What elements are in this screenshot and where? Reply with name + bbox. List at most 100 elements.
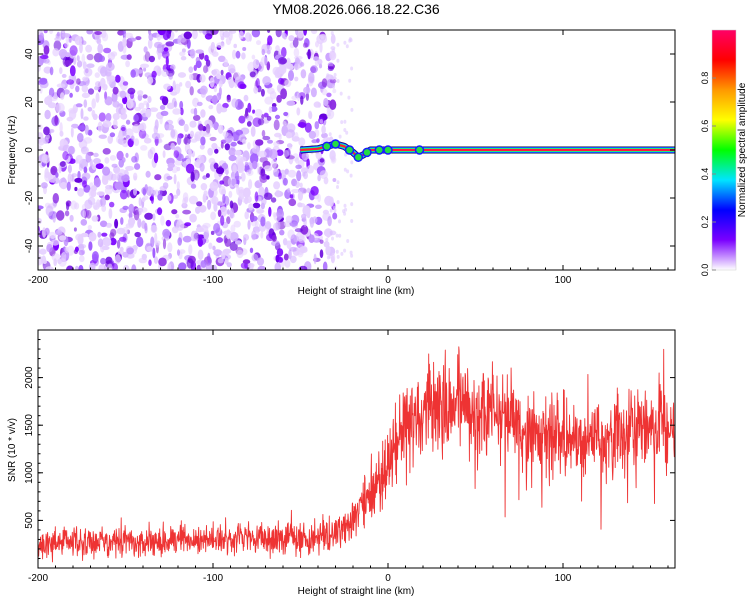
noise-blob [244, 211, 249, 220]
noise-blob [216, 167, 225, 175]
noise-blob [162, 150, 166, 159]
noise-blob [310, 30, 318, 35]
noise-blob [186, 258, 194, 269]
noise-blob [225, 36, 232, 46]
trace-node [353, 152, 364, 162]
noise-speck [330, 31, 334, 36]
noise-blob [255, 78, 260, 89]
noise-blob [95, 81, 102, 88]
noise-blob [216, 201, 223, 206]
noise-blob [287, 187, 291, 193]
noise-blob [38, 217, 42, 225]
noise-blob [309, 216, 315, 228]
noise-blob [66, 202, 70, 211]
noise-blob [83, 137, 93, 144]
noise-blob [262, 135, 271, 141]
noise-speck [343, 248, 347, 253]
noise-speck [343, 167, 347, 172]
noise-blob [162, 228, 171, 239]
noise-blob [119, 90, 127, 99]
colorbar-tick-label: 0.8 [700, 72, 710, 85]
noise-blob [241, 52, 246, 60]
noise-blob [329, 99, 337, 110]
noise-blob [100, 257, 107, 265]
noise-blob [172, 80, 176, 91]
noise-blob [245, 32, 252, 42]
noise-blob [329, 150, 336, 161]
noise-speck [350, 219, 354, 223]
noise-blob [140, 63, 150, 69]
noise-blob [233, 43, 237, 49]
noise-blob [213, 223, 221, 233]
noise-blob [316, 138, 320, 144]
noise-blob [93, 158, 101, 164]
noise-blob [86, 63, 95, 68]
noise-blob [62, 89, 70, 95]
noise-blob [38, 137, 45, 146]
noise-blob [184, 133, 188, 145]
noise-blob [133, 188, 137, 196]
noise-blob [227, 76, 235, 86]
noise-blob [310, 186, 319, 196]
noise-blob [154, 41, 163, 49]
noise-blob [176, 188, 181, 196]
noise-blob [304, 122, 312, 133]
noise-speck [342, 209, 346, 214]
noise-blob [91, 98, 96, 109]
noise-blob [282, 177, 288, 186]
noise-blob [322, 261, 328, 270]
noise-blob [226, 96, 231, 103]
noise-blob [157, 207, 163, 216]
noise-blob [235, 50, 241, 59]
noise-blob [130, 69, 136, 78]
noise-blob [174, 83, 181, 95]
noise-speck [336, 79, 340, 83]
noise-speck [344, 152, 348, 157]
noise-blob [193, 114, 201, 121]
noise-blob [60, 182, 68, 190]
noise-blob [93, 205, 98, 210]
noise-blob [147, 76, 154, 85]
noise-blob [167, 242, 173, 253]
noise-blob [91, 215, 99, 222]
noise-blob [129, 91, 135, 99]
noise-blob [116, 150, 124, 161]
noise-blob [198, 124, 204, 131]
noise-blob [100, 77, 106, 88]
noise-blob [278, 77, 284, 85]
noise-blob [193, 64, 197, 71]
noise-blob [229, 208, 234, 219]
noise-blob [133, 114, 139, 122]
noise-blob [308, 130, 317, 139]
noise-blob [263, 112, 269, 118]
noise-blob [224, 143, 230, 151]
noise-blob [214, 148, 219, 154]
noise-blob [318, 63, 323, 69]
noise-blob [233, 71, 241, 81]
noise-blob [114, 181, 124, 190]
noise-blob [274, 73, 281, 79]
noise-blob [159, 95, 166, 101]
noise-blob [185, 158, 191, 166]
noise-blob [77, 132, 84, 143]
noise-speck [336, 185, 339, 189]
noise-blob [247, 102, 252, 113]
noise-blob [289, 194, 294, 199]
noise-blob [211, 264, 218, 270]
spectrogram-noise-blobs [38, 30, 354, 270]
noise-speck [331, 236, 334, 241]
noise-blob [71, 173, 78, 178]
noise-blob [182, 209, 192, 215]
noise-blob [111, 91, 118, 103]
noise-blob [249, 71, 256, 78]
noise-blob [257, 265, 267, 270]
noise-blob [40, 54, 49, 60]
noise-blob [93, 152, 99, 158]
noise-blob [312, 56, 320, 61]
noise-blob [133, 138, 140, 147]
noise-blob [82, 180, 87, 188]
noise-blob [243, 237, 247, 246]
noise-blob [144, 222, 148, 231]
noise-speck [347, 95, 351, 100]
